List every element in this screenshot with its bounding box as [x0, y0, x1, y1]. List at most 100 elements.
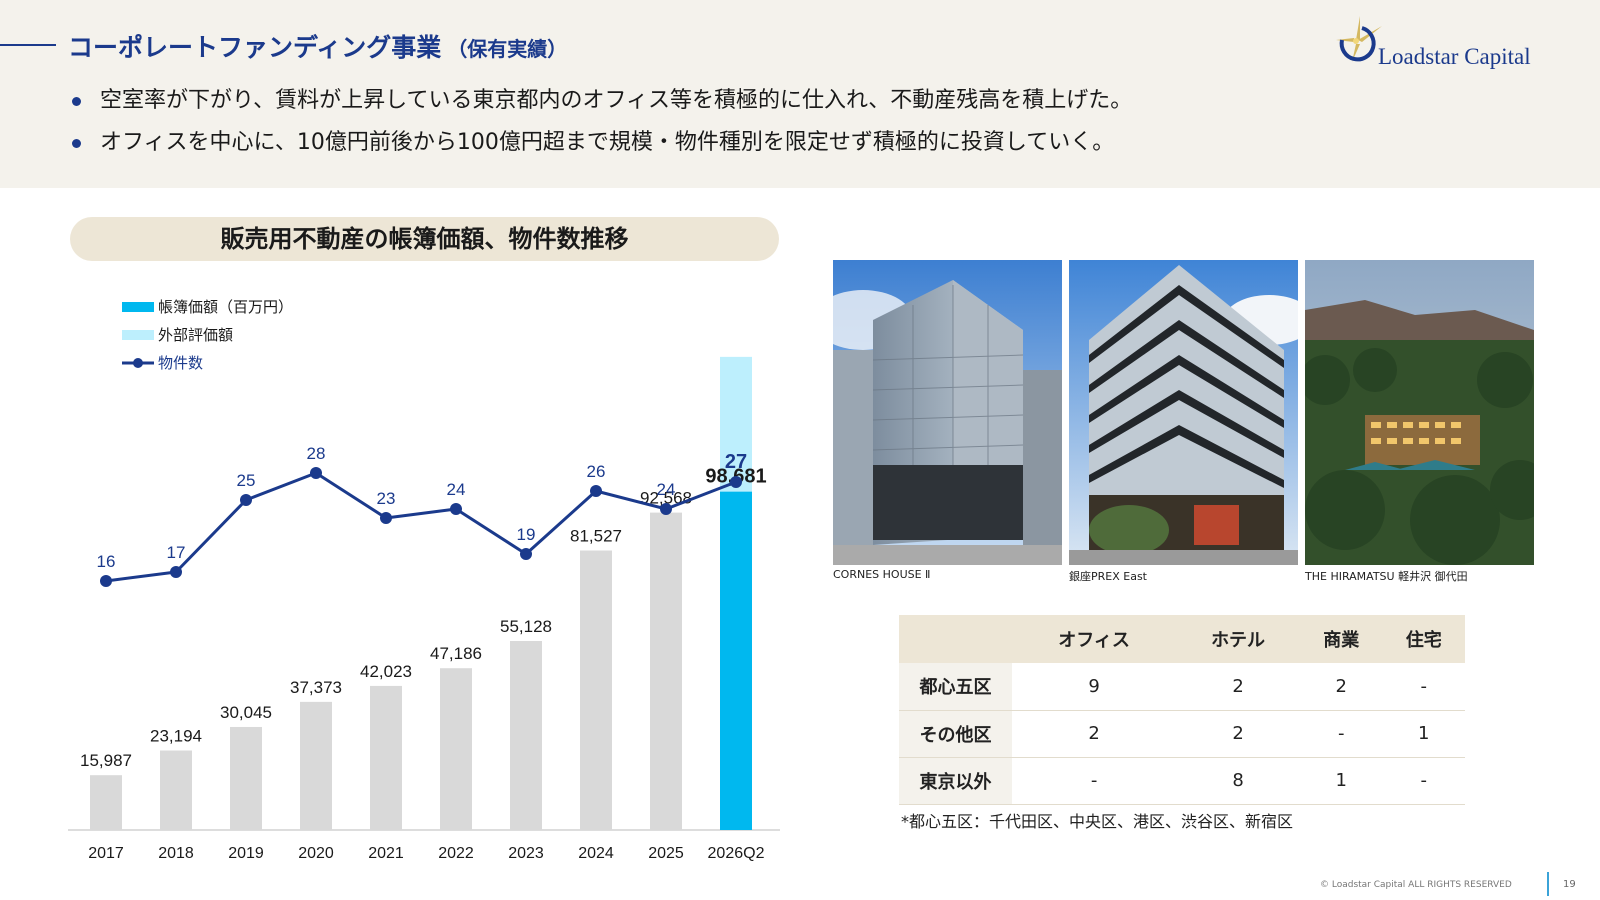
x-tick-label: 2017: [88, 845, 124, 862]
property-type-table: オフィス ホテル 商業 住宅 都心五区 9 2 2 - その他区 2 2 - 1…: [899, 615, 1465, 805]
property-count-point: [170, 566, 182, 578]
line-value-label: 26: [587, 462, 606, 481]
property-count-point: [520, 548, 532, 560]
line-value-label: 17: [167, 543, 186, 562]
bullet-item: 空室率が下がり、賃料が上昇している東京都内のオフィス等を積極的に仕入れ、不動産残…: [70, 80, 1132, 122]
book-value-chart: 15,987 2017 23,194 2018 30,045 2019 37,373 2020…: [68, 298, 780, 862]
x-tick-label: 2020: [298, 845, 334, 862]
header-band: コーポレートファンディング事業 （保有実績） Loadstar Capital 空…: [0, 0, 1600, 188]
page-title-sub: （保有実績）: [447, 37, 568, 61]
property-count-point: [590, 485, 602, 497]
hotel-photo-image: [1305, 260, 1534, 565]
x-tick-label: 2021: [368, 845, 404, 862]
bar-value-label: 55,128: [500, 617, 552, 636]
table-cell: 2: [1299, 663, 1383, 711]
book-value-bar: [160, 750, 192, 830]
x-tick-label: 2025: [648, 845, 684, 862]
book-value-bar: [230, 726, 262, 830]
book-value-bar: [510, 640, 542, 830]
copyright-text: © Loadstar Capital ALL RIGHTS RESERVED: [1320, 880, 1512, 890]
bar-value-label: 23,194: [150, 726, 202, 745]
table-row: 都心五区 9 2 2 -: [899, 663, 1465, 711]
property-count-point: [240, 494, 252, 506]
book-value-bar: [650, 512, 682, 830]
line-value-label: 19: [517, 525, 536, 544]
table-col-header: オフィス: [1012, 615, 1177, 663]
book-value-bar: [90, 775, 122, 830]
table-row-header: 東京以外: [899, 757, 1012, 805]
table-cell: 2: [1176, 710, 1300, 758]
page-number: 19: [1563, 879, 1576, 890]
table-cell: 2: [1012, 710, 1177, 758]
book-value-bar: [300, 701, 332, 830]
property-count-point: [380, 512, 392, 524]
bullet-item: オフィスを中心に、10億円前後から100億円超まで規模・物件種別を限定せず積極的…: [70, 122, 1132, 164]
line-value-label: 16: [97, 552, 116, 571]
table-col-header: 商業: [1299, 615, 1383, 663]
page-number-rule: [1547, 872, 1549, 896]
logo-text: Loadstar Capital: [1378, 44, 1531, 69]
table-cell: 9: [1012, 663, 1177, 711]
chart-title: 販売用不動産の帳簿価額、物件数推移: [70, 217, 779, 261]
bullet-dot-icon: [72, 97, 81, 106]
book-value-bar: [720, 491, 752, 830]
book-value-bar: [440, 668, 472, 830]
property-count-point: [310, 467, 322, 479]
table-cell: 8: [1176, 757, 1300, 805]
x-tick-label: 2024: [578, 845, 614, 862]
table-cell: -: [1382, 757, 1465, 805]
line-value-label: 24: [657, 480, 676, 499]
table-header-row: オフィス ホテル 商業 住宅: [899, 615, 1465, 663]
table-row: 東京以外 - 8 1 -: [899, 757, 1465, 805]
book-value-bar: [370, 685, 402, 830]
table-col-header: 住宅: [1382, 615, 1465, 663]
photo-caption: CORNES HOUSE Ⅱ: [833, 568, 931, 581]
table-corner-cell: [899, 615, 1012, 663]
table-row-header: その他区: [899, 710, 1012, 758]
bullet-text: オフィスを中心に、10億円前後から100億円超まで規模・物件種別を限定せず積極的…: [100, 130, 1115, 155]
property-count-line: [105, 471, 737, 583]
table-footnote: *都心五区：千代田区、中央区、港区、渋谷区、新宿区: [901, 812, 1294, 831]
legend-swatch-external: [122, 330, 154, 340]
title-rule: [0, 44, 56, 46]
table-cell: 2: [1176, 663, 1300, 711]
photo-caption: 銀座PREX East: [1069, 570, 1147, 583]
page-title-main: コーポレートファンディング事業: [68, 33, 442, 62]
star-logo-icon: [1336, 16, 1382, 62]
line-value-label: 28: [307, 444, 326, 463]
x-tick-label: 2023: [508, 845, 544, 862]
building-photo-image: [833, 260, 1062, 565]
bar-value-label: 15,987: [80, 751, 132, 770]
x-tick-label: 2026Q2: [708, 845, 765, 862]
table-cell: -: [1382, 663, 1465, 711]
table-cell: -: [1012, 757, 1177, 805]
page-title: コーポレートファンディング事業 （保有実績）: [68, 28, 567, 64]
bullet-dot-icon: [72, 139, 81, 148]
bar-value-label: 37,373: [290, 678, 342, 697]
property-count-point: [100, 575, 112, 587]
x-tick-label: 2018: [158, 845, 194, 862]
line-value-label: 27: [725, 451, 747, 473]
line-value-label: 24: [447, 480, 466, 499]
table-col-header: ホテル: [1176, 615, 1300, 663]
legend-swatch-book-value: [122, 302, 154, 312]
bar-value-label: 30,045: [220, 703, 272, 722]
line-value-label: 25: [237, 471, 256, 490]
photo-hiramatsu: [1305, 260, 1534, 565]
bar-value-label: 42,023: [360, 662, 412, 681]
bar-value-label: 47,186: [430, 644, 482, 663]
legend-swatch-point: [133, 358, 143, 368]
table-row: その他区 2 2 - 1: [899, 710, 1465, 758]
company-logo: Loadstar Capital: [1322, 10, 1587, 80]
bullet-list: 空室率が下がり、賃料が上昇している東京都内のオフィス等を積極的に仕入れ、不動産残…: [70, 80, 1132, 164]
property-count-point: [730, 476, 742, 488]
x-tick-label: 2022: [438, 845, 474, 862]
legend-label: 物件数: [158, 354, 203, 372]
property-count-point: [660, 503, 672, 515]
legend-label: 帳簿価額（百万円）: [158, 298, 293, 316]
table-cell: 1: [1299, 757, 1383, 805]
photo-caption: THE HIRAMATSU 軽井沢 御代田: [1305, 570, 1468, 583]
book-value-bar: [580, 550, 612, 830]
property-count-point: [450, 503, 462, 515]
photo-ginza-prex: [1069, 260, 1298, 565]
